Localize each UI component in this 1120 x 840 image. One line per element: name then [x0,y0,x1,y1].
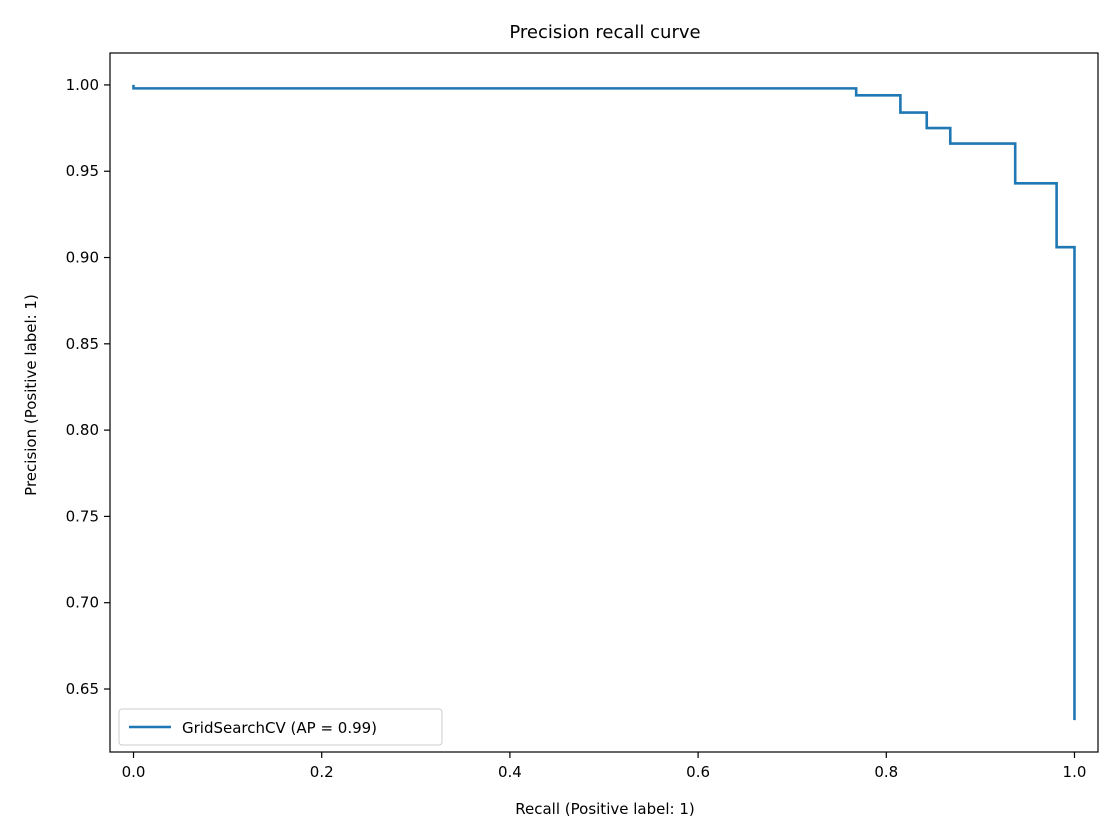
y-tick-label: 0.95 [66,162,99,180]
y-tick-label: 0.70 [66,594,99,612]
legend: GridSearchCV (AP = 0.99) [118,708,443,746]
x-tick-label: 0.0 [122,763,146,781]
y-tick-label: 0.80 [66,421,99,439]
legend-box [118,708,443,746]
y-tick-label: 0.65 [66,680,99,698]
y-axis-label: Precision (Positive label: 1) [22,294,40,496]
y-axis-ticks: 0.65 0.70 0.75 0.80 0.85 0.90 0.95 1.00 [66,76,110,698]
x-tick-label: 0.2 [310,763,334,781]
legend-entry: GridSearchCV (AP = 0.99) [182,719,377,737]
axes-frame [109,52,1099,753]
series-line [132,84,1076,721]
plot-area [132,84,1076,721]
x-tick-label: 0.6 [686,763,710,781]
x-axis-ticks: 0.0 0.2 0.4 0.6 0.8 1.0 [122,752,1087,781]
x-tick-label: 0.8 [874,763,898,781]
y-tick-label: 0.90 [66,249,99,267]
x-axis-label: Recall (Positive label: 1) [515,800,694,818]
y-tick-label: 0.75 [66,507,99,525]
x-tick-label: 0.4 [498,763,522,781]
y-tick-label: 0.85 [66,335,99,353]
chart-title: Precision recall curve [509,22,700,43]
x-tick-label: 1.0 [1063,763,1087,781]
y-tick-label: 1.00 [66,76,99,94]
